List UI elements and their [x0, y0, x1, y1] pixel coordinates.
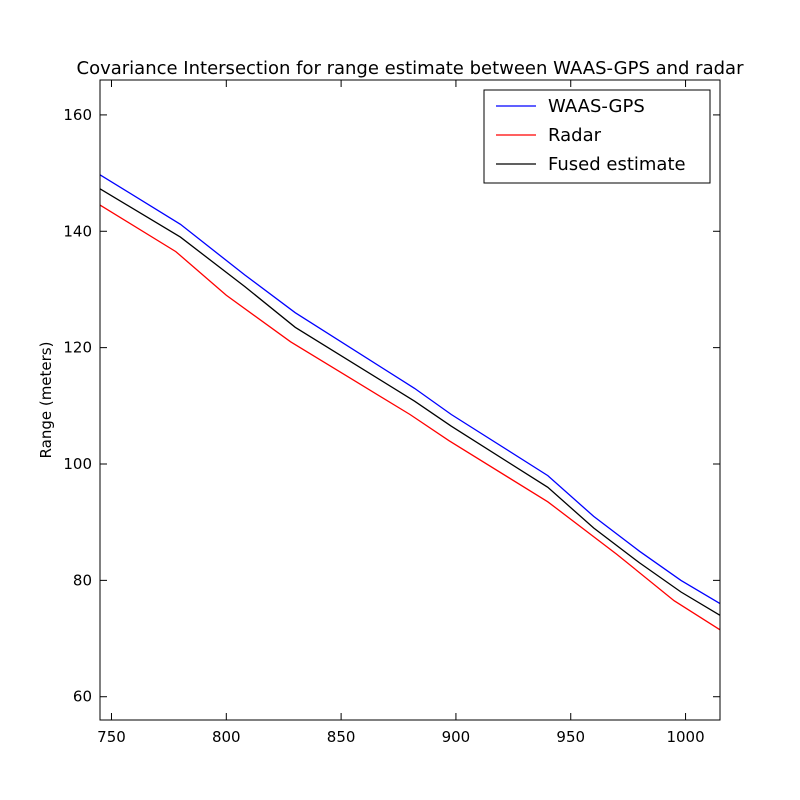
- axis-ticks: 750 800 850 900 950 1000 60 80 100 120 140 160: [63, 80, 720, 746]
- chart-title: Covariance Intersection for range estima…: [77, 58, 745, 79]
- x-tick-label: 900: [442, 728, 471, 746]
- y-axis-label: Range (meters): [37, 342, 55, 459]
- legend: WAAS-GPS Radar Fused estimate: [483, 89, 711, 184]
- series-line-1: [99, 204, 721, 631]
- legend-label-2: Fused estimate: [548, 154, 686, 175]
- y-tick-label: 140: [63, 222, 92, 240]
- x-tick-label: 750: [97, 728, 126, 746]
- plot-frame: [99, 79, 721, 721]
- x-tick-label: 850: [327, 728, 356, 746]
- y-tick-label: 80: [73, 571, 92, 589]
- series-line-2: [99, 188, 721, 616]
- x-tick-label: 1000: [666, 728, 704, 746]
- y-tick-label: 60: [73, 688, 92, 706]
- y-tick-label: 160: [63, 106, 92, 124]
- legend-label-1: Radar: [548, 125, 602, 146]
- legend-label-0: WAAS-GPS: [548, 96, 645, 117]
- x-tick-label: 950: [556, 728, 585, 746]
- x-tick-label: 800: [212, 728, 241, 746]
- y-tick-label: 100: [63, 455, 92, 473]
- y-tick-label: 120: [63, 339, 92, 357]
- plot-lines: [99, 174, 721, 631]
- series-line-0: [99, 174, 721, 605]
